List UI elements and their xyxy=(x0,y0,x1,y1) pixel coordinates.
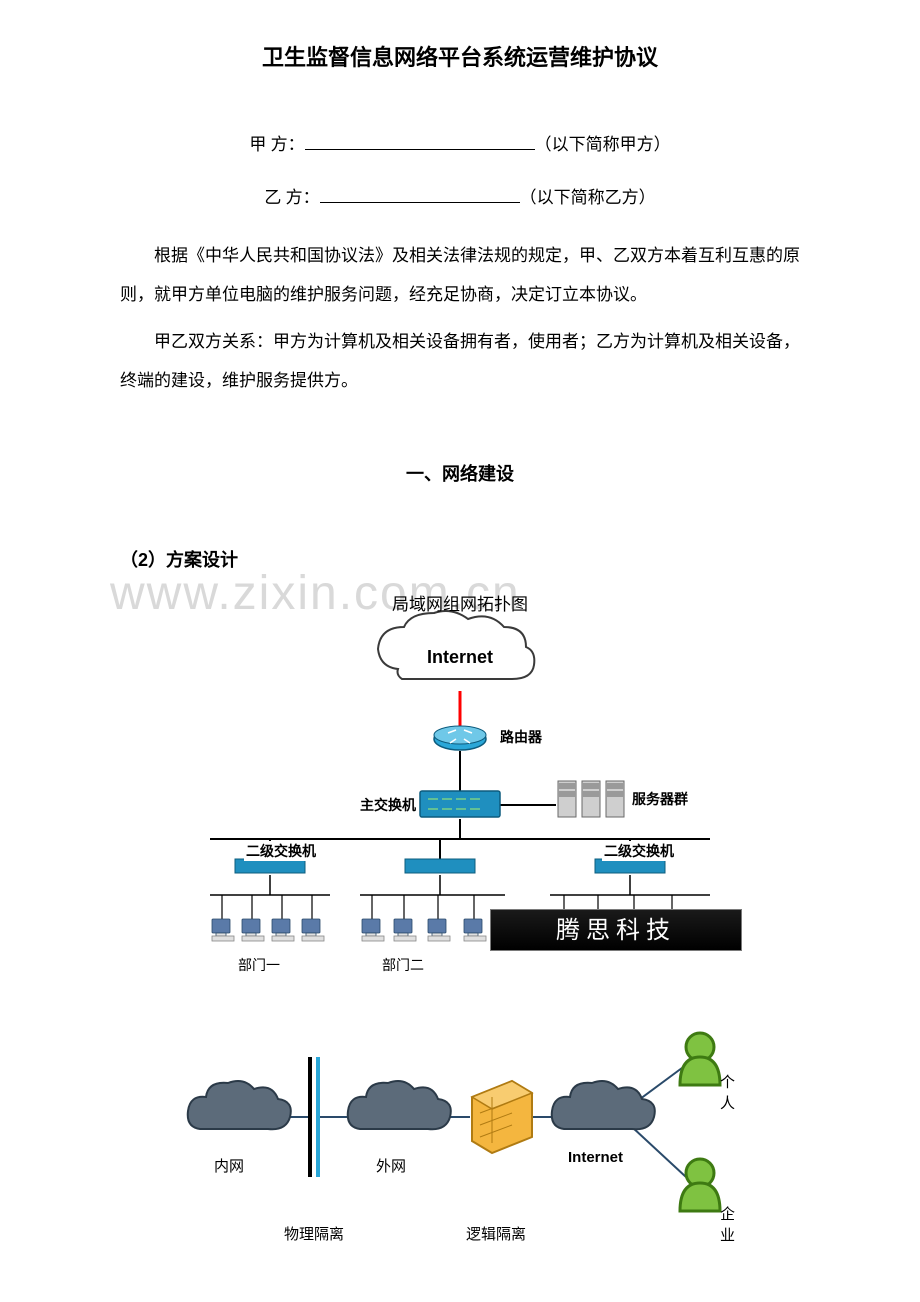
l2-switch-c-icon xyxy=(595,859,665,873)
core-switch-icon xyxy=(420,791,500,817)
bottom-diagram-svg xyxy=(180,1027,740,1247)
l2-switch-a-icon xyxy=(235,859,305,873)
person-individual-label: 个人 xyxy=(720,1071,740,1113)
inner-net-cloud-icon xyxy=(188,1081,291,1129)
l2c-label: 二级交换机 xyxy=(602,841,676,861)
party-b-suffix: （以下简称乙方） xyxy=(520,188,656,207)
party-a-blank xyxy=(305,133,535,150)
party-a-line: 甲 方： （以下简称甲方） xyxy=(120,130,800,155)
person-enterprise-icon xyxy=(680,1159,720,1211)
server-group-icon xyxy=(558,781,624,817)
internet-label: Internet xyxy=(427,647,493,667)
internet-cloud-icon: Internet xyxy=(378,611,534,679)
paragraph-1: 根据《中华人民共和国协议法》及相关法律法规的规定，甲、乙双方本着互利互惠的原则，… xyxy=(120,236,800,314)
person-enterprise-label: 企业 xyxy=(720,1203,740,1245)
party-b-label: 乙 方： xyxy=(264,188,319,207)
section-1-heading: 一、网络建设 xyxy=(120,460,800,486)
router-label: 路由器 xyxy=(498,727,544,747)
top-diagram-title: 局域网组网拓扑图 xyxy=(120,590,800,615)
servers-label: 服务器群 xyxy=(630,789,690,809)
firewall-icon xyxy=(472,1081,532,1153)
internet-cloud2-icon xyxy=(552,1081,655,1129)
party-b-line: 乙 方： （以下简称乙方） xyxy=(120,183,800,208)
diagram-container: 局域网组网拓扑图 www.zixin.com.cn xyxy=(120,590,800,1247)
outer-net-cloud-icon xyxy=(348,1081,451,1129)
party-b-blank xyxy=(320,186,520,203)
pc-row-icons xyxy=(212,919,486,941)
subsection-2-heading: （2）方案设计 xyxy=(120,546,800,572)
page-title: 卫生监督信息网络平台系统运营维护协议 xyxy=(120,40,800,72)
party-a-suffix: （以下简称甲方） xyxy=(535,135,671,154)
inner-net-label: 内网 xyxy=(214,1155,244,1176)
tengsi-banner: 腾思科技 xyxy=(490,909,742,951)
internet2-label: Internet xyxy=(568,1149,623,1166)
paragraph-2: 甲乙双方关系：甲方为计算机及相关设备拥有者，使用者；乙方为计算机及相关设备，终端… xyxy=(120,322,800,400)
party-a-label: 甲 方： xyxy=(249,135,304,154)
l2-switch-b-icon xyxy=(405,859,475,873)
core-switch-label: 主交换机 xyxy=(358,795,418,815)
dept1-label: 部门一 xyxy=(236,955,282,975)
lan-topology-diagram: Internet xyxy=(180,619,740,1009)
l2a-label: 二级交换机 xyxy=(244,841,318,861)
outer-net-label: 外网 xyxy=(376,1155,406,1176)
router-icon xyxy=(434,726,486,750)
physical-isolation-label: 物理隔离 xyxy=(284,1223,344,1244)
dept2-label: 部门二 xyxy=(380,955,426,975)
logical-isolation-label: 逻辑隔离 xyxy=(466,1223,526,1244)
person-individual-icon xyxy=(680,1033,720,1085)
isolation-diagram: 内网 外网 Internet 个人 企业 物理隔离 逻辑隔离 xyxy=(180,1027,740,1247)
